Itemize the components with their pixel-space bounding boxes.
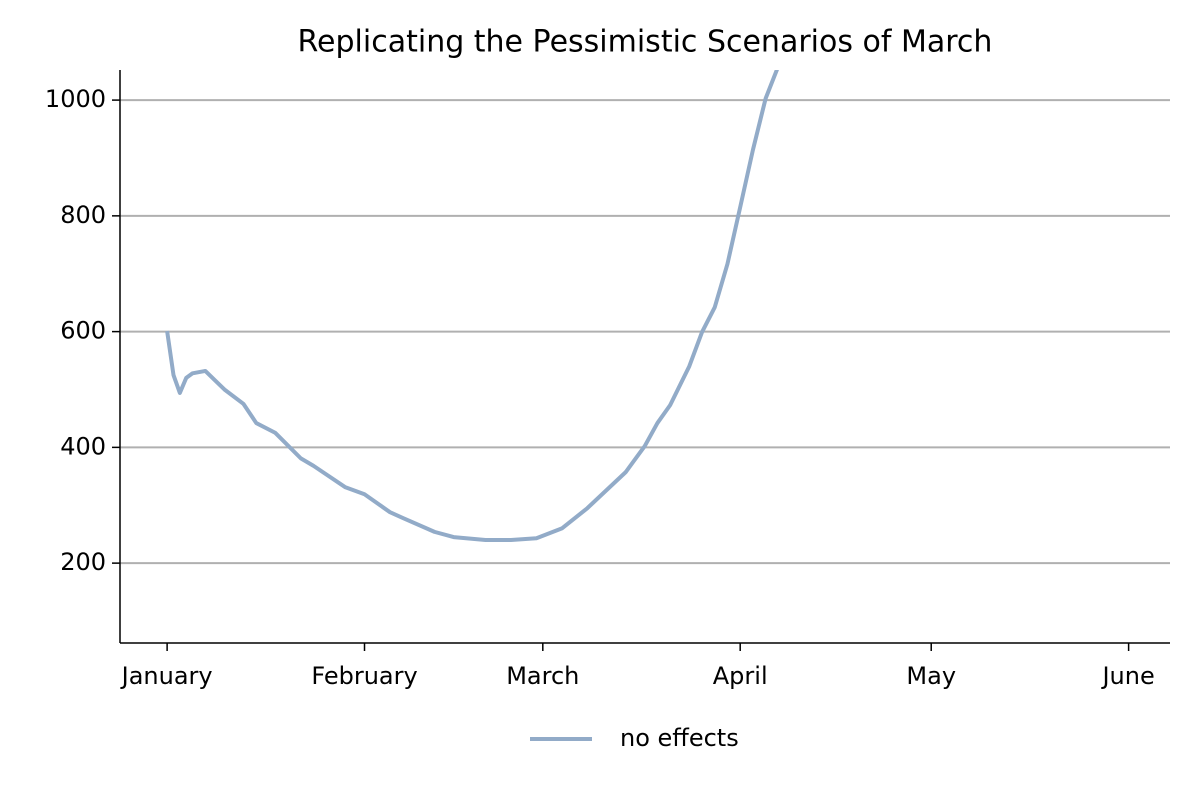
x-tick-label: June (1100, 662, 1154, 690)
y-tick-label: 800 (60, 201, 106, 229)
plot-area (165, 70, 779, 542)
legend-label: no effects (620, 724, 739, 752)
y-tick-label: 600 (60, 317, 106, 345)
x-tick-label: April (713, 662, 768, 690)
y-tick-label: 400 (60, 432, 106, 460)
y-tick-label: 200 (60, 548, 106, 576)
line (165, 70, 779, 542)
chart-title: Replicating the Pessimistic Scenarios of… (298, 25, 993, 60)
x-tick-label: February (311, 662, 417, 690)
x-tick-label: January (120, 662, 213, 690)
y-tick-label: 1000 (45, 85, 106, 113)
x-tick-label: March (506, 662, 579, 690)
x-tick-label: May (906, 662, 956, 690)
